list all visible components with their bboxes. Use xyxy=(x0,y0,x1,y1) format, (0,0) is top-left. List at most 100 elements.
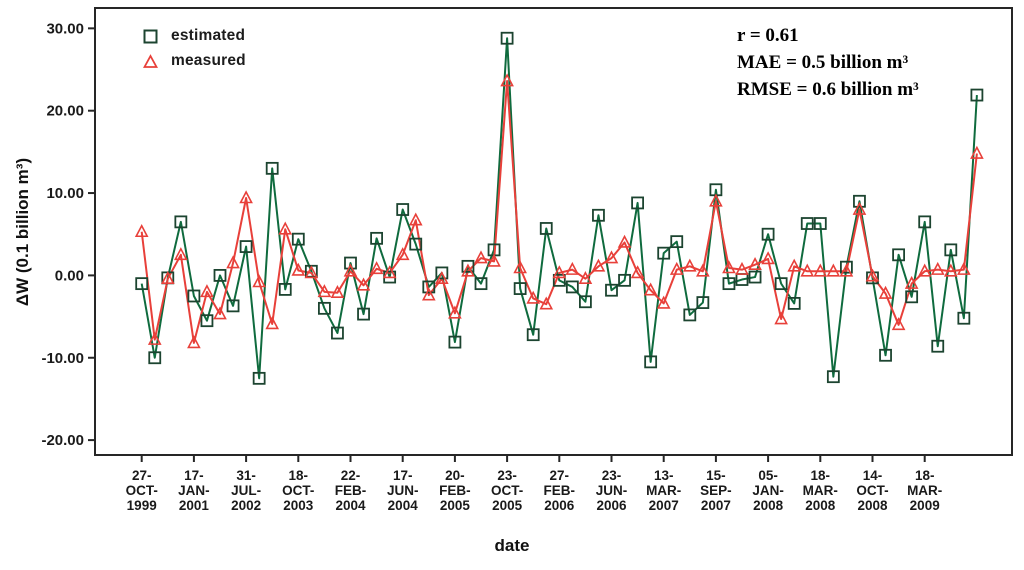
measured-point xyxy=(839,263,854,277)
measured-point xyxy=(682,258,697,272)
estimated-point xyxy=(722,277,736,291)
legend-item-measured: measured xyxy=(143,51,246,71)
estimated-point xyxy=(761,227,775,241)
x-tick-label: 14-OCT-2008 xyxy=(856,468,888,513)
measured-point xyxy=(656,295,671,309)
measured-point xyxy=(696,263,710,277)
measured-point xyxy=(356,277,371,291)
estimated-point xyxy=(970,88,984,102)
x-tick-label: 23-OCT-2005 xyxy=(491,468,523,513)
estimated-point xyxy=(148,351,162,365)
measured-point xyxy=(330,284,345,298)
estimated-point xyxy=(291,232,305,246)
estimated-point xyxy=(526,328,540,342)
measured-point xyxy=(213,306,227,320)
measured-point xyxy=(552,265,567,279)
estimated-point xyxy=(357,307,370,321)
y-tick-label: 30.00 xyxy=(46,20,84,37)
measured-point xyxy=(813,263,828,277)
measured-point xyxy=(904,275,919,289)
estimated-point xyxy=(461,259,475,273)
measured-point xyxy=(787,258,802,272)
measured-point xyxy=(957,261,971,275)
measured-point xyxy=(643,282,658,296)
measured-point xyxy=(513,260,527,274)
measured-point xyxy=(748,256,762,270)
estimated-point xyxy=(813,217,827,230)
estimated-point xyxy=(187,289,201,303)
estimated-point xyxy=(344,256,357,270)
x-tick-label: 27-OCT-1999 xyxy=(126,468,158,513)
measured-point xyxy=(722,260,736,274)
measured-point xyxy=(591,258,606,272)
estimated-point xyxy=(592,208,605,222)
measured-point xyxy=(500,73,514,87)
estimated-point xyxy=(135,277,149,291)
estimated-point xyxy=(435,266,449,280)
estimated-point xyxy=(317,301,331,315)
measured-point xyxy=(917,263,932,277)
chart-legend: estimated measured xyxy=(143,26,246,71)
estimated-point xyxy=(631,196,644,210)
measured-point xyxy=(565,261,580,275)
measured-point xyxy=(709,193,723,207)
estimated-point xyxy=(931,339,945,353)
x-tick-label: 20-FEB-2005 xyxy=(439,468,471,513)
estimated-point xyxy=(409,237,423,251)
estimated-point xyxy=(892,248,905,262)
estimated-point xyxy=(174,215,188,229)
measured-point xyxy=(735,261,749,275)
measured-point xyxy=(134,224,149,238)
measured-point xyxy=(891,317,906,331)
y-axis-title: ΔW (0.1 billion m³) xyxy=(13,157,32,307)
x-tick-label: 17-JAN-2001 xyxy=(178,468,210,513)
estimated-point xyxy=(905,290,919,304)
measured-point xyxy=(304,265,319,279)
stat-mae: MAE = 0.5 billion m³ xyxy=(737,52,909,73)
estimated-point xyxy=(800,217,814,230)
measured-point xyxy=(526,290,541,304)
estimated-point xyxy=(748,270,762,284)
x-tick-label: 18-MAR-2008 xyxy=(803,468,838,513)
x-tick-label: 22-FEB-2004 xyxy=(335,468,367,513)
estimated-point xyxy=(787,296,801,310)
stat-r: r = 0.61 xyxy=(737,25,799,46)
estimated-point xyxy=(565,280,579,294)
estimated-point xyxy=(579,295,592,309)
estimated-point xyxy=(840,260,853,274)
measured-point xyxy=(187,335,201,349)
estimated-point xyxy=(200,314,214,328)
measured-point xyxy=(970,145,984,159)
estimated-point xyxy=(513,282,527,295)
estimated-point xyxy=(370,231,384,245)
measured-point xyxy=(421,287,436,301)
measured-point xyxy=(369,261,384,275)
estimated-point xyxy=(657,246,671,260)
measured-point xyxy=(761,251,775,265)
plot-frame xyxy=(94,7,1013,456)
estimated-point xyxy=(474,277,488,291)
estimated-point xyxy=(422,280,436,294)
estimated-point xyxy=(944,243,958,257)
measured-point xyxy=(278,221,293,235)
measured-point xyxy=(669,261,684,275)
y-tick-label: -10.00 xyxy=(41,350,84,367)
measured-point xyxy=(448,305,462,319)
measured-point xyxy=(630,265,645,279)
measured-point xyxy=(930,261,945,275)
measured-point xyxy=(395,247,410,261)
measured-point xyxy=(252,274,266,288)
measured-point xyxy=(800,263,815,277)
measured-point xyxy=(943,263,958,277)
estimated-point xyxy=(213,268,227,282)
estimated-point xyxy=(331,326,344,340)
estimated-point xyxy=(853,194,866,208)
x-axis-title: date xyxy=(494,536,530,555)
measured-point xyxy=(487,253,501,267)
measured-point xyxy=(200,284,214,298)
estimated-point xyxy=(265,161,279,175)
x-tick-label: 18-OCT-2003 xyxy=(282,468,314,513)
estimated-point xyxy=(226,299,240,313)
measured-point xyxy=(317,284,332,298)
